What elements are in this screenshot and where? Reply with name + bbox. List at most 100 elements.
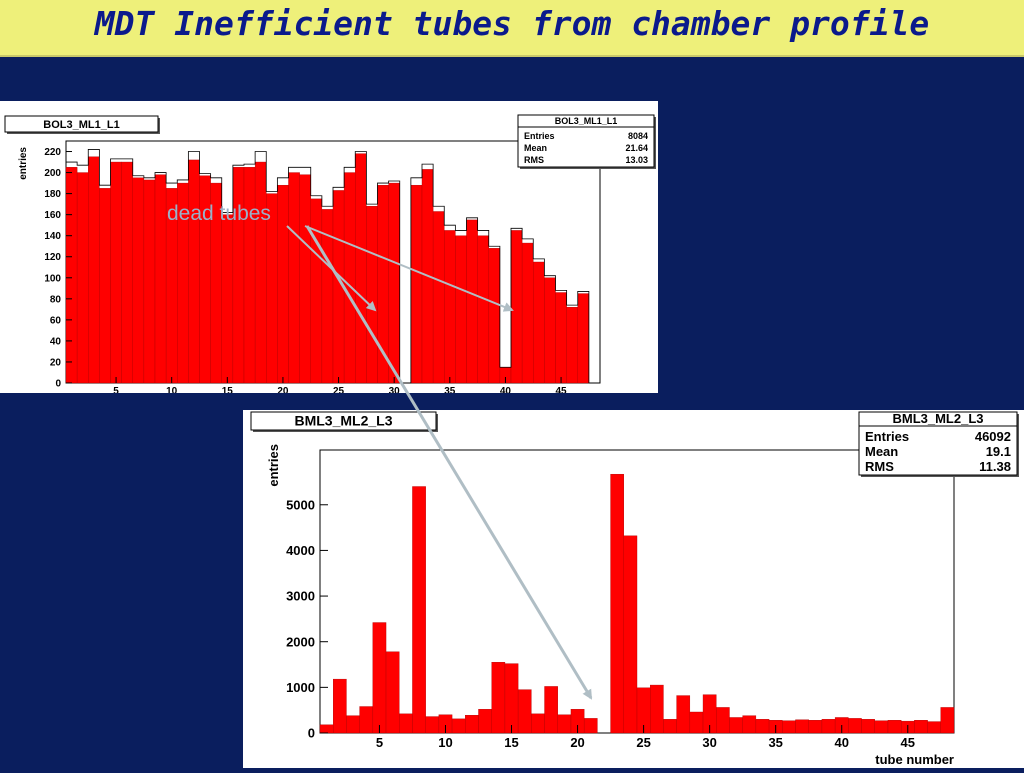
y-tick-label-120: 120	[44, 252, 61, 263]
bar-tube-37	[466, 219, 478, 384]
x-tick-label-40: 40	[500, 386, 512, 393]
y-tick-label-140: 140	[44, 231, 61, 242]
stats-label-entries: Entries	[865, 429, 909, 444]
bar-tube-47	[927, 721, 941, 734]
bar-tube-41	[510, 230, 523, 384]
y-tick-label-1000: 1000	[286, 680, 315, 695]
histogram-bml3-ml2-l3: 5 10 15 20 25 30 35 40 45 0 1000 2000 3000 4000 5000 en…	[250, 411, 1019, 767]
bar-tube-15	[221, 214, 234, 384]
bar-tube-7	[399, 713, 413, 734]
y-tick-label-60: 60	[50, 315, 62, 326]
bar-tube-32	[729, 717, 743, 734]
bar-tube-13	[478, 709, 492, 734]
bar-tube-43	[533, 261, 545, 384]
bar-tube-1	[65, 167, 78, 384]
bar-tube-17	[243, 167, 256, 384]
y-tick-label-2000: 2000	[286, 634, 315, 649]
bar-tube-42	[521, 242, 534, 384]
bar-tube-34	[432, 211, 445, 384]
y-tick-label-0: 0	[308, 726, 315, 741]
x-tick-label-45: 45	[901, 735, 915, 750]
bar-tube-22	[299, 174, 311, 384]
x-tick-label-20: 20	[570, 735, 584, 750]
bar-tube-33	[742, 715, 757, 734]
bar-tube-9	[425, 716, 440, 734]
bar-tube-23	[310, 198, 323, 384]
bar-tube-4	[99, 188, 111, 384]
histogram-bol3-ml1-l1: 5 10 15 20 25 30 35 40 45 0 20 40 60 80 100 120 140 160 18…	[4, 114, 656, 397]
bar-tube-14	[491, 662, 506, 734]
y-tick-label-4000: 4000	[286, 543, 315, 558]
title-bar: MDT Inefficient tubes from chamber profi…	[0, 0, 1024, 57]
bar-tube-19	[266, 193, 278, 384]
bar-tube-26	[650, 684, 664, 734]
bar-tube-16	[232, 167, 245, 384]
bar-tube-1	[319, 724, 334, 734]
bar-tube-39	[821, 719, 836, 734]
bar-tube-34	[755, 719, 770, 734]
bar-tube-11	[177, 182, 189, 384]
stats-value-mean: 19.1	[986, 444, 1011, 459]
bar-tube-12	[188, 159, 200, 384]
bar-tube-3	[88, 156, 100, 384]
x-tick-label-5: 5	[376, 735, 383, 750]
bar-tube-24	[321, 209, 334, 384]
stats-box-title: BML3_ML2_L3	[892, 411, 983, 426]
bar-tube-35	[444, 230, 456, 384]
bar-tube-44	[544, 277, 556, 384]
bar-tube-36	[455, 235, 467, 384]
bar-tube-45	[555, 292, 567, 384]
bar-tube-14	[210, 182, 222, 384]
x-tick-label-15: 15	[504, 735, 518, 750]
x-tick-label-45: 45	[556, 386, 568, 393]
bar-tube-20	[277, 184, 289, 384]
stats-label-rms: RMS	[865, 459, 894, 474]
bar-tube-38	[477, 235, 489, 384]
stats-box	[858, 411, 1018, 476]
x-tick-label-10: 10	[438, 735, 452, 750]
y-axis-label: entries	[18, 147, 29, 180]
bar-tube-19	[557, 714, 572, 734]
bar-tube-30	[388, 182, 400, 384]
bar-tube-8	[143, 179, 156, 384]
bar-tube-6	[121, 161, 133, 384]
bar-tube-29	[689, 711, 704, 734]
bar-tube-5	[372, 622, 387, 734]
bar-tube-38	[808, 720, 823, 734]
bar-tube-25	[332, 190, 345, 384]
bar-tube-2	[333, 678, 347, 734]
bar-tube-4	[359, 706, 374, 734]
bar-tube-2	[76, 172, 89, 384]
y-tick-label-3000: 3000	[286, 589, 315, 604]
bar-tube-41	[848, 718, 862, 734]
y-tick-label-0: 0	[55, 379, 61, 390]
y-tick-label-5000: 5000	[286, 497, 315, 512]
slide-title: MDT Inefficient tubes from chamber profi…	[94, 4, 930, 43]
stats-value-entries: 8084	[628, 131, 648, 141]
x-tick-label-30: 30	[389, 386, 401, 393]
bar-tube-8	[412, 486, 426, 734]
bar-tube-9	[154, 174, 167, 384]
bar-tube-44	[887, 720, 902, 734]
x-axis-label: tube number	[875, 752, 954, 767]
bar-tube-27	[355, 153, 367, 384]
bar-tube-21	[583, 718, 598, 734]
stats-label-entries: Entries	[524, 131, 555, 141]
chart-panel-bml3: 5 10 15 20 25 30 35 40 45 0 1000 2000 3000 4000 5000 en…	[243, 410, 1024, 768]
bar-tube-46	[914, 720, 928, 734]
bar-tube-31	[716, 707, 730, 734]
histogram-title-box	[4, 115, 159, 133]
bar-tube-11	[451, 718, 466, 734]
bar-tube-39	[488, 248, 501, 384]
bar-tube-3	[346, 715, 360, 734]
y-tick-label-20: 20	[50, 357, 62, 368]
bar-tube-23	[610, 473, 624, 734]
bar-tube-42	[861, 719, 875, 734]
x-tick-label-15: 15	[222, 386, 234, 393]
y-tick-label-160: 160	[44, 210, 61, 221]
bar-tube-47	[577, 293, 590, 384]
bar-tube-33	[421, 169, 434, 384]
bar-tube-26	[343, 172, 356, 384]
y-tick-label-100: 100	[44, 273, 61, 284]
bar-tube-36	[782, 720, 796, 734]
